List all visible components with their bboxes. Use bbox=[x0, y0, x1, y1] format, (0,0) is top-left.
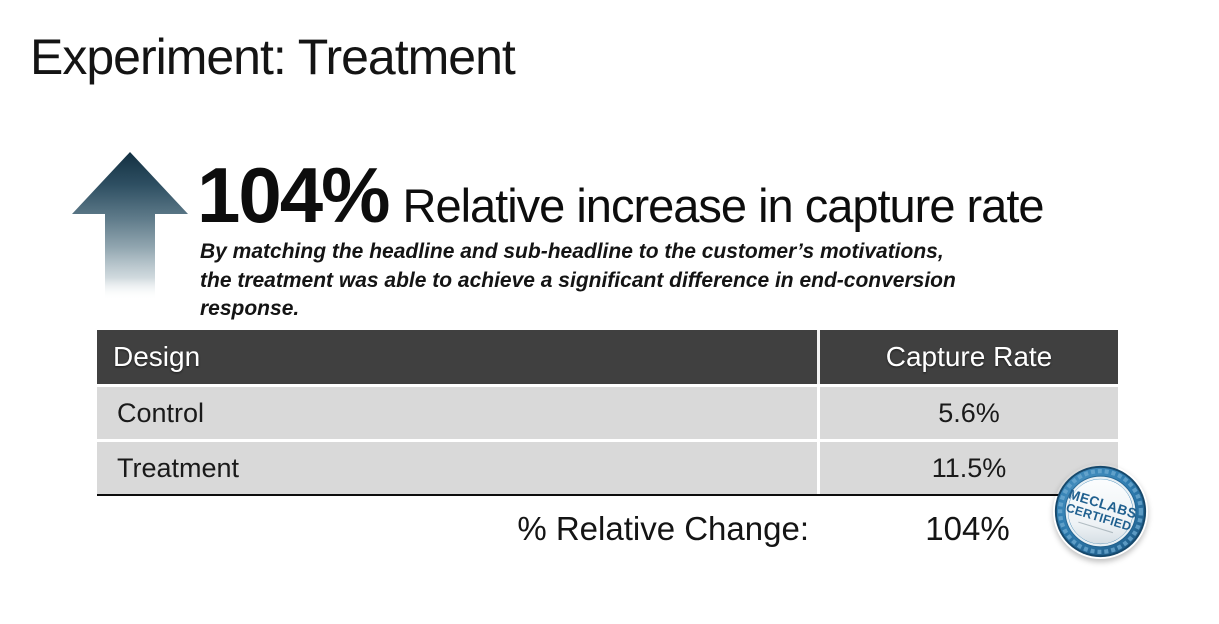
table-row-control-rate: 5.6% bbox=[817, 384, 1118, 439]
hero-description: By matching the headline and sub-headlin… bbox=[200, 240, 956, 320]
up-arrow-icon bbox=[72, 152, 188, 300]
table-body: Control 5.6% Treatment 11.5% bbox=[97, 384, 1118, 496]
table-header-row: Design Capture Rate bbox=[97, 330, 1118, 384]
hero-headline: Relative increase in capture rate bbox=[402, 179, 1045, 232]
column-header-design: Design bbox=[97, 330, 817, 384]
results-table: Design Capture Rate Control 5.6% Treatme… bbox=[97, 330, 1118, 496]
relative-change-value: 104% bbox=[925, 510, 1010, 547]
table-row-treatment-design: Treatment bbox=[97, 439, 817, 494]
relative-change-row: % Relative Change: 104% bbox=[97, 506, 1118, 552]
column-header-capture-rate: Capture Rate bbox=[817, 330, 1118, 384]
relative-change-label: % Relative Change: bbox=[517, 510, 809, 547]
hero-stat: 104% bbox=[197, 151, 390, 239]
hero-headline-row: 104% Relative increase in capture rate bbox=[197, 151, 1045, 239]
page-title: Experiment: Treatment bbox=[30, 29, 516, 85]
table-row-treatment-rate: 11.5% bbox=[817, 439, 1118, 494]
table-row-control-design: Control bbox=[97, 384, 817, 439]
certification-seal-icon: MECLABS CERTIFIED bbox=[1053, 464, 1148, 559]
